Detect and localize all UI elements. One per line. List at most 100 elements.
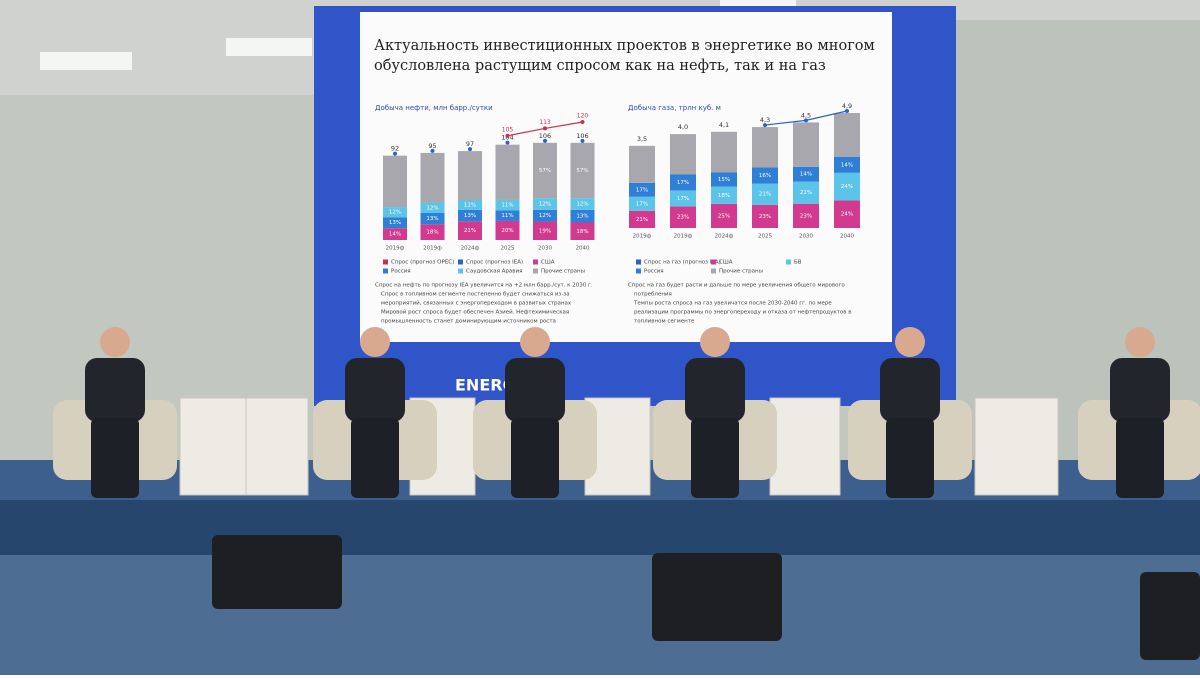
slide-title: обусловлена растущим спросом как на нефт… (374, 58, 826, 74)
head (1125, 327, 1155, 357)
segment-label: 57% (576, 168, 588, 174)
segment-label: 21% (759, 192, 771, 198)
total-label: 106 (576, 132, 588, 140)
legend-label: БВ (794, 260, 802, 266)
line-point (580, 138, 585, 143)
x-tick-label: 2025 (758, 234, 772, 240)
segment-label: 13% (464, 213, 476, 219)
legs (351, 418, 399, 498)
x-tick-label: 2019ф (674, 234, 693, 240)
segment-label: 11% (501, 203, 513, 209)
segment-label: 17% (677, 180, 689, 186)
stage-front (0, 500, 1200, 555)
total-label: 92 (391, 145, 399, 153)
name-table (179, 397, 247, 496)
segment-label: 12% (539, 213, 551, 219)
line-point (505, 140, 510, 145)
chart-title: Добыча нефти, млн барр./сутки (375, 104, 493, 112)
segment-label: 17% (636, 201, 648, 207)
segment-label: 11% (501, 213, 513, 219)
x-tick-label: 2019ф (423, 246, 442, 252)
legend-label: Спрос (прогноз IEA) (466, 260, 523, 266)
total-label: 4,3 (760, 116, 770, 124)
segment-label: 12% (389, 210, 401, 216)
segment-label: 25% (718, 213, 730, 219)
name-table (974, 397, 1059, 496)
bar-segment (711, 172, 737, 187)
bar-segment (752, 127, 778, 168)
segment-label: 12% (539, 202, 551, 208)
legs (1116, 418, 1164, 498)
bar-segment (383, 207, 407, 218)
bullet-text: топливном сегменте (634, 319, 695, 325)
bar-segment (420, 224, 445, 240)
line-point (430, 148, 435, 153)
bullet-text: Спрос в топливном сегменте постепенно бу… (381, 292, 570, 298)
head (520, 327, 550, 357)
total-label: 95 (428, 142, 436, 150)
segment-label: 24% (841, 212, 853, 218)
ceiling-light (40, 52, 132, 70)
legend-label: Спрос (прогноз OPEC) (391, 260, 454, 266)
x-tick-label: 2024ф (461, 246, 480, 252)
total-label: 3,5 (637, 135, 647, 143)
legend-label: Россия (644, 269, 664, 275)
legend-label: Саудовская Аравия (466, 269, 522, 275)
legend-label: Прочие страны (719, 269, 763, 275)
bullet-text: Темпы роста спроса на газ увеличатся пос… (633, 301, 832, 307)
legend-label: США (541, 260, 555, 266)
legend-label: Россия (391, 269, 411, 275)
legend-swatch (711, 259, 716, 265)
line-point (393, 151, 397, 156)
bullet-text: промышленность станет доминирующим источ… (381, 319, 556, 325)
head (100, 327, 130, 357)
bar-segment (458, 199, 482, 210)
bar-segment (570, 198, 595, 210)
legs (886, 418, 934, 498)
total-label: 4,1 (719, 121, 729, 129)
segment-label: 13% (576, 214, 588, 220)
legend-swatch (786, 259, 791, 265)
legend-label: США (719, 260, 733, 266)
slide-title: Актуальность инвестиционных проектов в э… (374, 38, 875, 54)
bar-segment (458, 151, 482, 200)
bullet-text: мероприятий, связанных с энергопереходом… (381, 300, 572, 307)
bar-segment (711, 186, 737, 204)
total-label: 106 (539, 132, 551, 140)
legend-swatch (636, 268, 641, 274)
bar-segment (420, 202, 445, 214)
legend-swatch (383, 259, 388, 265)
segment-label: 57% (539, 168, 551, 174)
bar-segment (834, 172, 860, 201)
segment-label: 19% (539, 228, 551, 234)
bar-segment (834, 113, 860, 157)
segment-label: 14% (800, 172, 812, 178)
bar-segment (629, 182, 655, 197)
panel (53, 327, 1200, 498)
segment-label: 17% (636, 187, 648, 193)
x-tick-label: 2040 (576, 246, 590, 252)
bar-segment (670, 190, 696, 207)
legend-swatch (636, 259, 641, 265)
bar-segment (793, 122, 819, 167)
segment-label: 16% (759, 173, 771, 179)
bar-segment (793, 181, 819, 204)
segment-label: 14% (389, 232, 401, 238)
bar-segment (670, 206, 696, 228)
bar-segment (752, 204, 778, 228)
segment-label: 21% (636, 217, 648, 223)
segment-label: 23% (677, 215, 689, 221)
name-table (769, 397, 841, 496)
total-label: 4,5 (801, 111, 811, 119)
bar-segment (629, 196, 655, 211)
suit (1110, 358, 1170, 422)
bar-segment (420, 213, 445, 225)
segment-label: 17% (677, 196, 689, 202)
legend-swatch (533, 259, 538, 265)
line-point (543, 138, 547, 143)
segment-label: 12% (426, 205, 438, 211)
suit (880, 358, 940, 422)
segment-label: 23% (800, 213, 812, 219)
segment-label: 18% (426, 230, 438, 236)
